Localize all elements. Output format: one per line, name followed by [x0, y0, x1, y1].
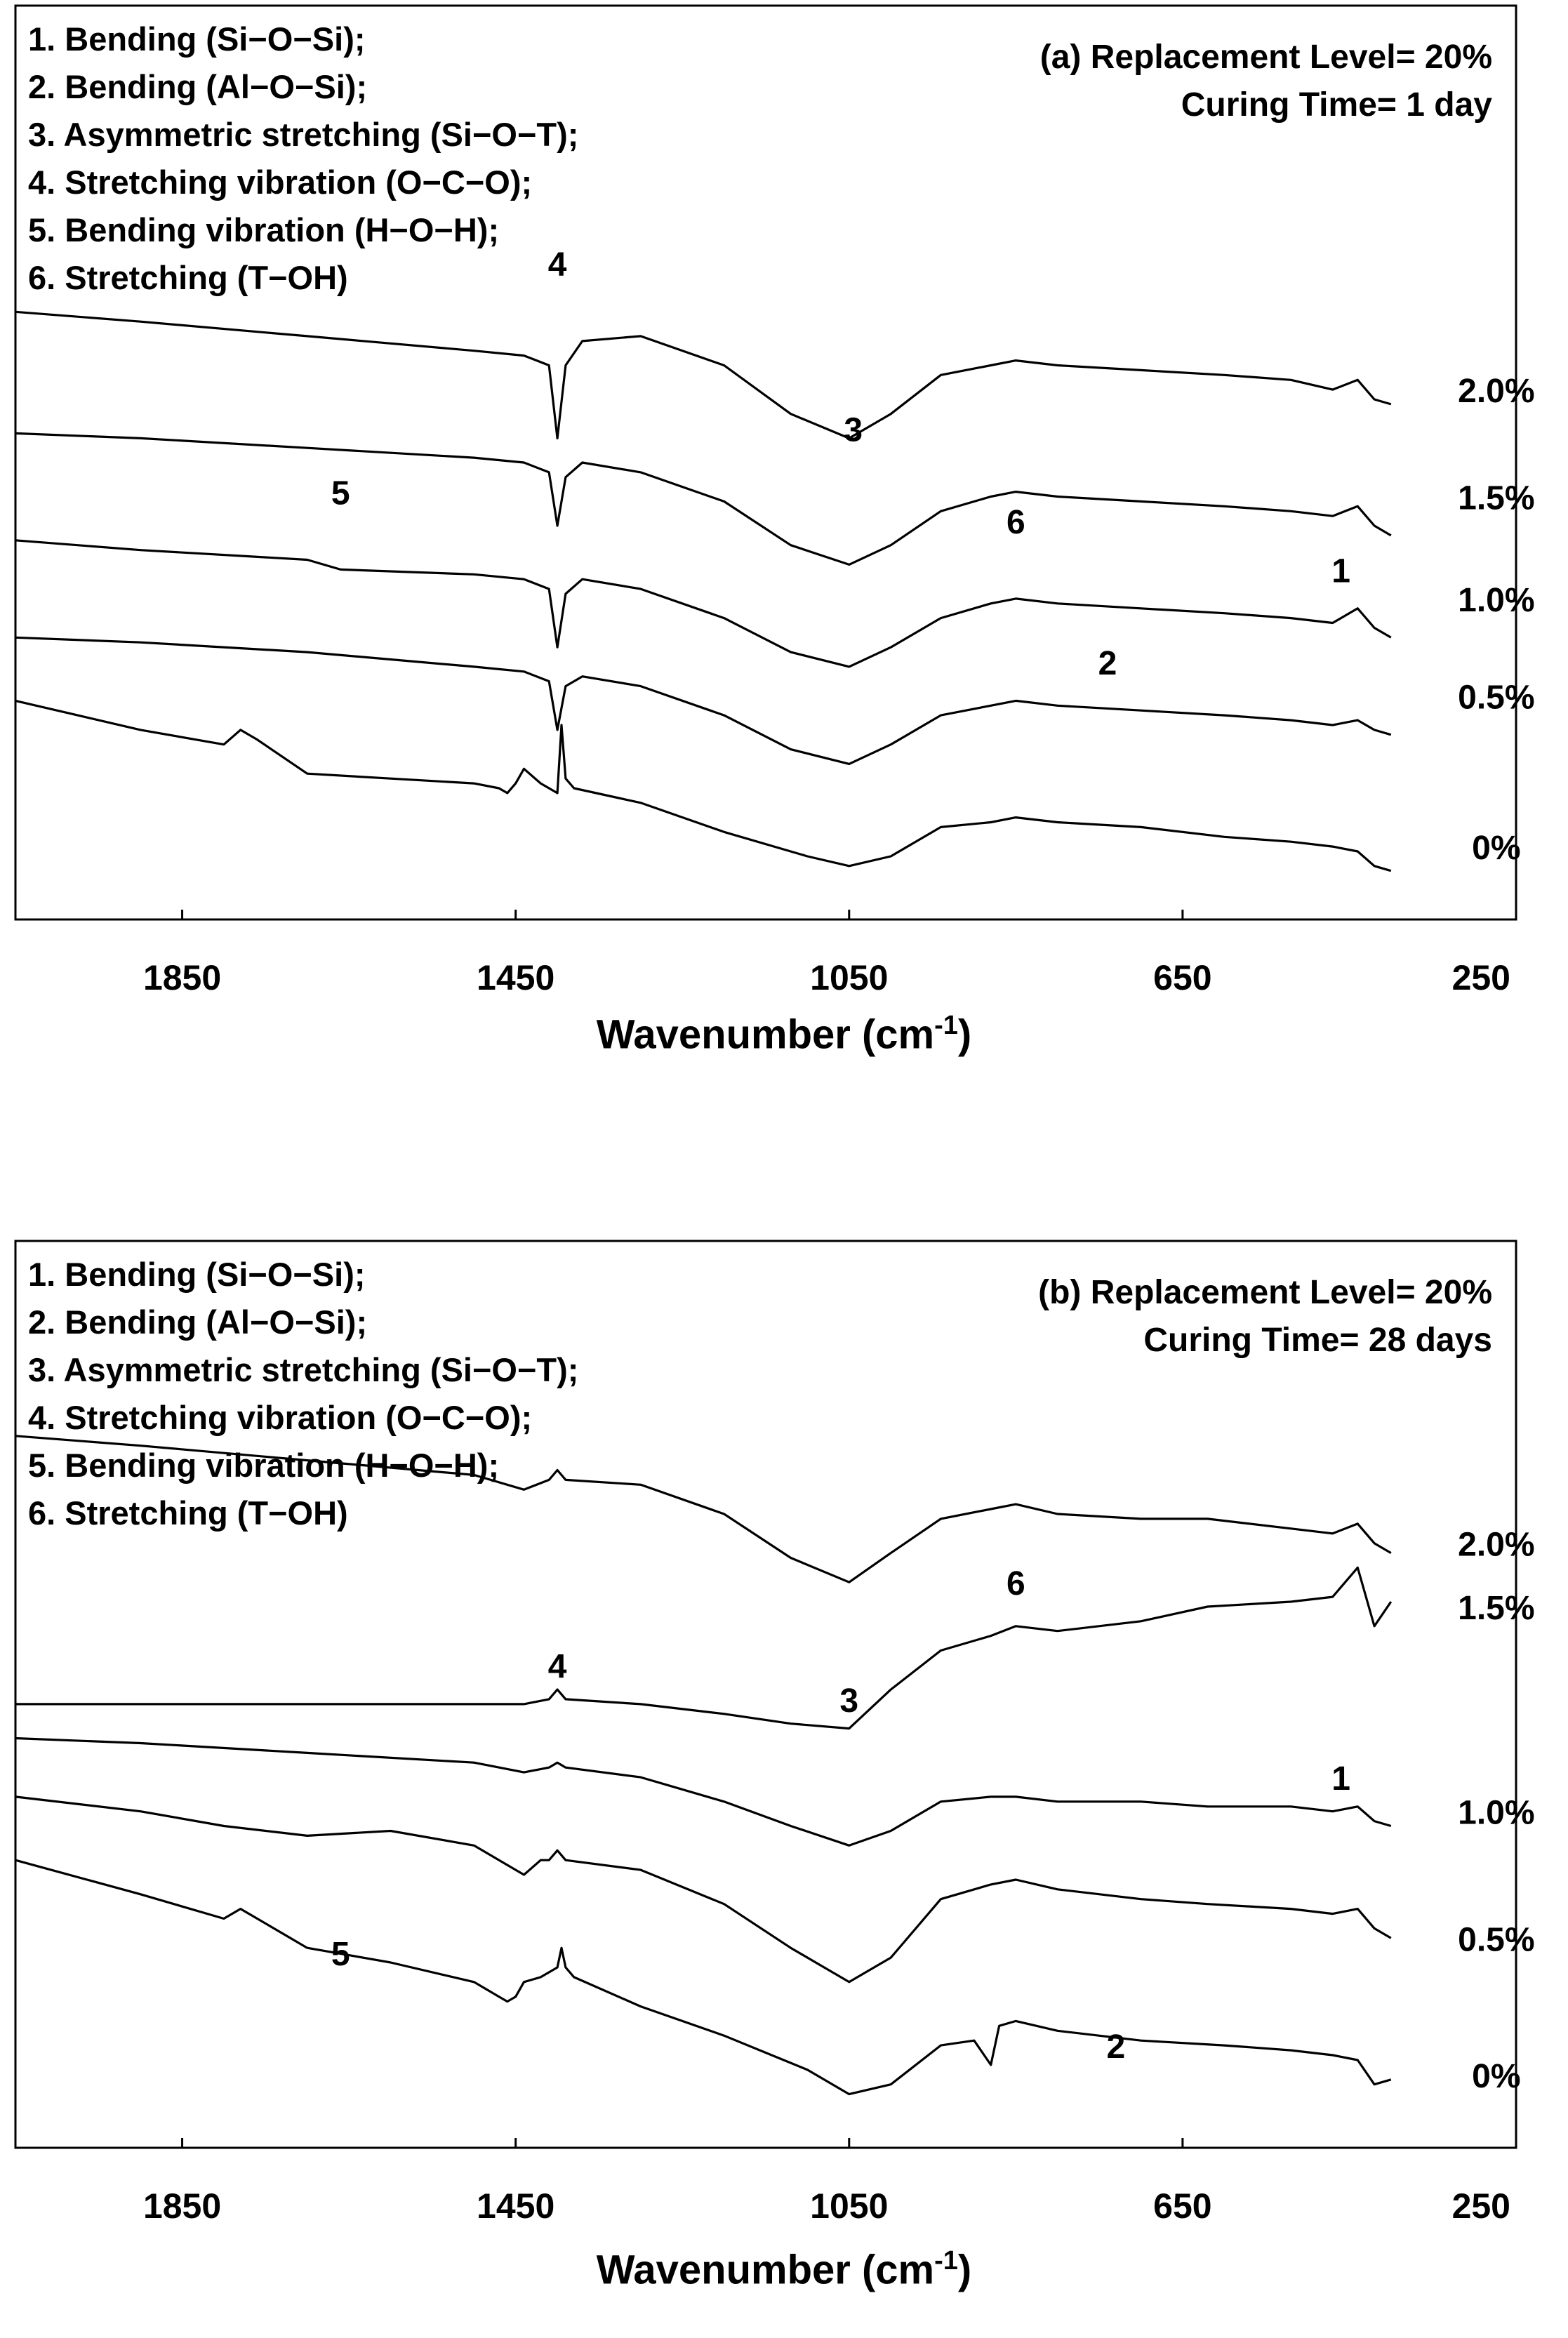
chart-b-subtitle: Curing Time= 28 days — [1143, 1322, 1492, 1359]
x-tick-label: 1450 — [477, 2186, 554, 2226]
x-tick-label: 1450 — [477, 958, 554, 997]
series-label: 2.0% — [1458, 373, 1534, 410]
series-label: 0.5% — [1458, 679, 1534, 716]
chart-a-title: (a) Replacement Level= 20% — [1039, 39, 1492, 76]
x-tick-label: 1850 — [143, 958, 221, 997]
peak-annotation: 4 — [548, 1648, 567, 1685]
x-tick-label: 250 — [1452, 958, 1510, 997]
series-line — [15, 1859, 1392, 2096]
x-tick-label: 250 — [1452, 2186, 1510, 2226]
xlabel-exponent: -1 — [934, 1011, 958, 1040]
legend-item: 2. Bending (Al−O−Si); — [28, 68, 368, 105]
x-tick-label: 650 — [1153, 958, 1211, 997]
series-line — [15, 539, 1392, 668]
chart-b-legend: 1. Bending (Si−O−Si); 2. Bending (Al−O−S… — [28, 1251, 578, 1537]
chart-b-info: (b) Replacement Level= 20% Curing Time= … — [1038, 1269, 1492, 1364]
legend-item: 3. Asymmetric stretching (Si−O−T); — [28, 1351, 579, 1388]
series-label: 1.0% — [1458, 1795, 1534, 1832]
peak-annotation: 2 — [1098, 645, 1117, 682]
series-label: 0% — [1472, 830, 1520, 867]
series-label: 1.0% — [1458, 582, 1534, 619]
chart-a-plot: 1850 1450 1050 650 250 2.0% 1.5% 1.0% 0.5% 0% 4 3 6 5… — [14, 4, 1535, 997]
peak-annotation: 6 — [1006, 504, 1025, 541]
xlabel-suffix: ) — [957, 1011, 972, 1058]
plot-frame — [14, 4, 1517, 921]
legend-item: 5. Bending vibration (H−O−H); — [28, 1447, 500, 1484]
legend-item: 4. Stretching vibration (O−C−O); — [28, 164, 533, 201]
series-label: 0% — [1472, 2058, 1520, 2095]
series-label: 0.5% — [1458, 1921, 1534, 1958]
x-tick-label: 650 — [1153, 2186, 1211, 2226]
series-line — [15, 1795, 1392, 1984]
peak-annotation: 5 — [331, 475, 350, 512]
series-line — [15, 1566, 1393, 1730]
peak-annotation: 5 — [331, 1936, 350, 1973]
chart-b-plot: 1850 1450 1050 650 250 2.0% 1.5% 1.0% 0.5% 0% 4 3 6 5… — [14, 1240, 1535, 2226]
series-line — [15, 699, 1392, 872]
series-line — [15, 432, 1392, 566]
legend-item: 1. Bending (Si−O−Si); — [28, 20, 366, 58]
chart-panel-a: 1850 1450 1050 650 250 2.0% 1.5% 1.0% 0.5% 0% 4 3 6 5… — [0, 0, 1568, 1123]
chart-panel-b: 1850 1450 1050 650 250 2.0% 1.5% 1.0% 0.5% 0% 4 3 6 5… — [0, 1235, 1568, 2338]
series-line — [15, 310, 1392, 439]
chart-b-title: (b) Replacement Level= 20% — [1038, 1274, 1492, 1311]
peak-annotation: 4 — [548, 246, 567, 284]
x-tick-label: 1050 — [810, 2186, 888, 2226]
peak-annotation: 6 — [1006, 1565, 1025, 1602]
xlabel-suffix: ) — [957, 2247, 972, 2293]
legend-item: 1. Bending (Si−O−Si); — [28, 1256, 366, 1293]
legend-item: 3. Asymmetric stretching (Si−O−T); — [28, 116, 579, 153]
series-label: 1.5% — [1458, 1590, 1534, 1627]
series-label: 1.5% — [1458, 479, 1534, 517]
legend-item: 2. Bending (Al−O−Si); — [28, 1303, 368, 1341]
xlabel-text: Wavenumber (cm — [596, 2247, 935, 2293]
chart-a-xlabel: Wavenumber (cm-1) — [0, 1011, 1568, 1058]
x-tick-label: 1050 — [810, 958, 888, 997]
legend-item: 6. Stretching (T−OH) — [28, 259, 348, 296]
peak-annotation: 2 — [1107, 2028, 1126, 2066]
peak-annotation: 3 — [839, 1682, 858, 1720]
peak-annotation: 3 — [844, 412, 863, 449]
chart-a-legend: 1. Bending (Si−O−Si); 2. Bending (Al−O−S… — [28, 15, 578, 302]
legend-item: 6. Stretching (T−OH) — [28, 1494, 348, 1532]
series-line — [15, 636, 1392, 765]
peak-annotation: 1 — [1331, 552, 1350, 590]
xlabel-text: Wavenumber (cm — [596, 1011, 935, 1058]
legend-item: 5. Bending vibration (H−O−H); — [28, 211, 500, 248]
series-line — [15, 1736, 1392, 1847]
chart-b-xlabel: Wavenumber (cm-1) — [0, 2246, 1568, 2293]
legend-item: 4. Stretching vibration (O−C−O); — [28, 1399, 533, 1436]
chart-a-info: (a) Replacement Level= 20% Curing Time= … — [1040, 34, 1492, 129]
chart-a-subtitle: Curing Time= 1 day — [1181, 86, 1492, 124]
x-tick-label: 1850 — [143, 2186, 221, 2226]
series-line — [15, 1435, 1392, 1583]
peak-annotation: 1 — [1331, 1760, 1350, 1798]
series-label: 2.0% — [1458, 1527, 1534, 1564]
xlabel-exponent: -1 — [934, 2246, 958, 2276]
plot-frame — [14, 1240, 1517, 2149]
